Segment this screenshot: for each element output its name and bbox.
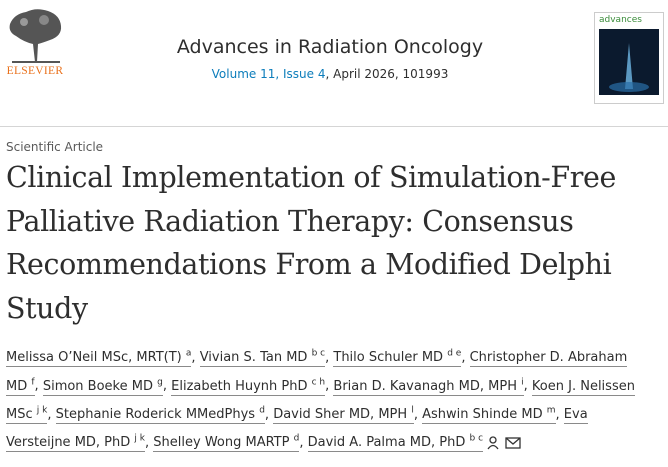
affiliation-marker: a bbox=[185, 349, 192, 359]
author-separator: , bbox=[162, 378, 167, 394]
affiliation-marker: j k bbox=[36, 405, 48, 416]
cover-title: advances bbox=[599, 15, 642, 25]
author-separator: , bbox=[145, 435, 150, 451]
author-text: David Sher MD, MPH bbox=[273, 406, 408, 422]
author-name[interactable]: Elizabeth Huynh PhD c h bbox=[171, 377, 326, 396]
journal-header: ELSEVIER Advances in Radiation Oncology … bbox=[0, 0, 668, 127]
author-separator: , bbox=[264, 406, 270, 422]
author-name[interactable]: Shelley Wong MARTP d bbox=[153, 433, 300, 453]
journal-title[interactable]: Advances in Radiation Oncology bbox=[176, 36, 484, 58]
author-name[interactable]: Melissa O’Neil MSc, MRT(T) a bbox=[6, 349, 192, 368]
author-text: David A. Palma MD, PhD bbox=[307, 435, 466, 451]
title-line: Palliative Radiation Therapy: Consensus bbox=[6, 204, 574, 238]
author-text: Shelley Wong MARTP bbox=[153, 435, 290, 451]
affiliation-marker: b c bbox=[469, 433, 484, 444]
email-icon-flap bbox=[505, 437, 521, 445]
volume-link[interactable]: Volume 11, Issue 4 bbox=[211, 67, 326, 81]
affiliation-marker: i bbox=[521, 377, 524, 388]
author-text: Koen J. Nelissen MSc bbox=[6, 378, 635, 422]
author-separator: , bbox=[47, 406, 52, 422]
title-line: Recommendations From a Modified Delphi bbox=[6, 248, 612, 281]
author-separator: , bbox=[325, 350, 330, 366]
author-text: Simon Boeke MD bbox=[42, 378, 153, 394]
author-separator: , bbox=[555, 406, 560, 422]
author-separator: , bbox=[523, 378, 528, 394]
author-separator: , bbox=[299, 435, 304, 451]
author-text: Christopher D. Abraham MD bbox=[6, 350, 628, 394]
author-text: Eva Versteijne MD, PhD bbox=[6, 406, 588, 451]
author-text: Ashwin Shinde MD bbox=[422, 406, 543, 422]
author-list: Melissa O’Neil MSc, MRT(T) a, Vivian S. … bbox=[6, 342, 656, 455]
author-separator: , bbox=[191, 350, 196, 366]
article-type: Scientific Article bbox=[6, 140, 104, 154]
author-text: Stephanie Roderick MMedPhys bbox=[55, 406, 256, 422]
author-name[interactable]: Thilo Schuler MD d e bbox=[333, 349, 462, 368]
affiliation-marker: b c bbox=[311, 349, 326, 359]
affiliation-marker: c h bbox=[311, 377, 326, 388]
publisher-name: ELSEVIER bbox=[6, 65, 64, 77]
journal-cover[interactable]: advances bbox=[594, 12, 664, 104]
author-name[interactable]: Stephanie Roderick MMedPhys d bbox=[55, 405, 265, 424]
author-name[interactable]: Brian D. Kavanagh MD, MPH i bbox=[333, 377, 524, 396]
author-name[interactable]: Christopher D. Abraham MD f bbox=[6, 350, 628, 396]
cover-art bbox=[599, 29, 659, 102]
affiliation-marker: j k bbox=[134, 433, 145, 444]
affiliation-marker: f bbox=[31, 377, 35, 388]
article-title: Clinical Implementation of Simulation-Fr… bbox=[6, 156, 616, 330]
affiliation-marker: d e bbox=[447, 349, 462, 359]
issue-details: , April 2026, 101993 bbox=[325, 67, 449, 81]
affiliation-marker: d bbox=[293, 433, 300, 444]
author-separator: , bbox=[461, 350, 466, 366]
person-icon-body bbox=[487, 444, 499, 450]
author-name[interactable]: Simon Boeke MD g bbox=[42, 377, 163, 396]
issue-info: Volume 11, Issue 4, April 2026, 101993 bbox=[130, 67, 530, 81]
author-text: Brian D. Kavanagh MD, MPH bbox=[333, 378, 517, 394]
elsevier-logo[interactable] bbox=[4, 6, 66, 64]
author-name[interactable]: David A. Palma MD, PhD b c bbox=[307, 433, 484, 453]
author-name[interactable]: David Sher MD, MPH l bbox=[273, 405, 414, 424]
affiliation-marker: d bbox=[259, 405, 265, 416]
author-text: Vivian S. Tan MD bbox=[199, 350, 308, 366]
author-name[interactable]: Koen J. Nelissen MSc j k bbox=[6, 378, 635, 424]
author-name[interactable]: Eva Versteijne MD, PhD j k bbox=[6, 406, 588, 453]
author-separator: , bbox=[325, 378, 330, 394]
person-icon bbox=[489, 436, 497, 444]
author-text: Elizabeth Huynh PhD bbox=[171, 378, 308, 394]
author-separator: , bbox=[413, 406, 418, 422]
contact-icons[interactable] bbox=[487, 436, 523, 450]
author-text: Thilo Schuler MD bbox=[333, 350, 444, 366]
email-icon bbox=[505, 437, 521, 449]
author-name[interactable]: Ashwin Shinde MD m bbox=[422, 405, 556, 424]
author-name[interactable]: Vivian S. Tan MD b c bbox=[199, 349, 326, 368]
title-line: Clinical Implementation of Simulation-Fr… bbox=[6, 161, 616, 194]
affiliation-marker: g bbox=[157, 377, 163, 388]
author-text: Melissa O’Neil MSc, MRT(T) bbox=[6, 350, 182, 366]
affiliation-marker: l bbox=[411, 405, 414, 416]
affiliation-marker: m bbox=[546, 405, 556, 416]
title-line: Study bbox=[6, 291, 88, 325]
author-separator: , bbox=[34, 378, 39, 394]
